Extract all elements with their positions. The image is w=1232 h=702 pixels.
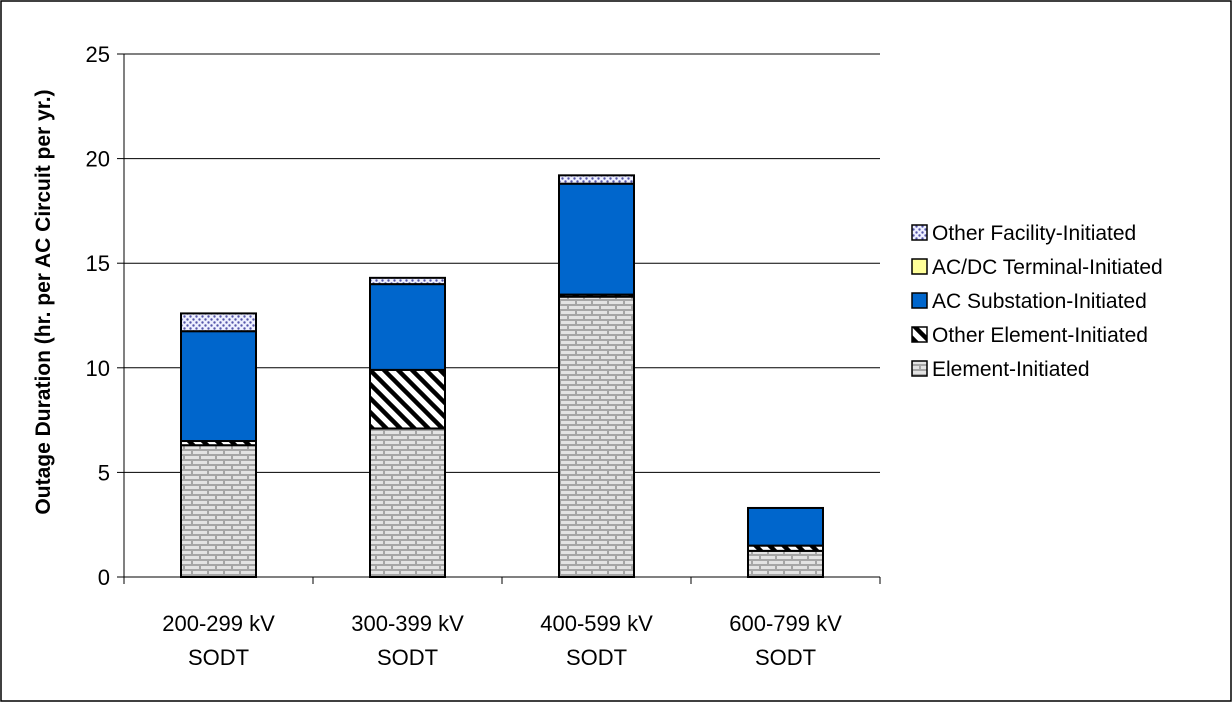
legend: Other Facility-Initiated AC/DC Terminal-I… xyxy=(911,222,1163,381)
bar-segment-element-initiated xyxy=(558,295,635,578)
x-category-label: SODT xyxy=(377,645,438,670)
bar-segment-other-facility-initiated xyxy=(369,276,446,286)
legend-label: AC Substation-Initiated xyxy=(932,290,1147,313)
x-category-label: SODT xyxy=(566,645,627,670)
x-category-label: 600-799 kV xyxy=(729,611,842,636)
y-axis-label: Outage Duration (hr. per AC Circuit per … xyxy=(32,89,55,514)
bar-segment-ac-substation-initiated xyxy=(369,283,446,371)
y-tick-label: 25 xyxy=(86,42,110,67)
x-category-label: 400-599 kV xyxy=(540,611,653,636)
bar-segment-element-initiated xyxy=(369,427,446,578)
bar-segment-ac-substation-initiated xyxy=(747,506,824,547)
legend-label: Other Element-Initiated xyxy=(932,324,1148,347)
y-tick-label: 0 xyxy=(98,565,110,590)
x-category-label: 200-299 kV xyxy=(162,611,275,636)
y-tick-label: 5 xyxy=(98,460,110,485)
y-tick-label: 20 xyxy=(86,147,110,172)
bar-segment-ac-substation-initiated xyxy=(180,330,257,443)
bar-segment-ac-substation-initiated xyxy=(558,182,635,296)
legend-label: AC/DC Terminal-Initiated xyxy=(932,256,1163,279)
bar-segment-other-facility-initiated xyxy=(558,174,635,185)
y-tick-label: 15 xyxy=(86,251,110,276)
y-tick-label: 10 xyxy=(86,356,110,381)
x-category-labels: 200-299 kV SODT 300-399 kV SODT 400-599 kV SO… xyxy=(162,611,842,670)
y-tick-labels: 0 5 10 15 20 25 xyxy=(86,42,110,590)
bar-segment-element-initiated xyxy=(747,549,824,578)
x-category-label: 300-399 kV xyxy=(351,611,464,636)
legend-label: Element-Initiated xyxy=(932,358,1090,381)
bars xyxy=(180,174,824,579)
x-category-label: SODT xyxy=(755,645,816,670)
legend-swatch xyxy=(911,326,928,343)
x-category-label: SODT xyxy=(188,645,249,670)
legend-swatch xyxy=(911,224,928,241)
legend-label: Other Facility-Initiated xyxy=(932,222,1136,245)
bar-segment-other-facility-initiated xyxy=(180,312,257,333)
bar-segment-element-initiated xyxy=(180,444,257,579)
legend-swatch xyxy=(911,258,928,275)
bar-segment-other-element-initiated xyxy=(369,368,446,430)
legend-swatch xyxy=(911,360,928,377)
legend-swatch xyxy=(911,292,928,309)
